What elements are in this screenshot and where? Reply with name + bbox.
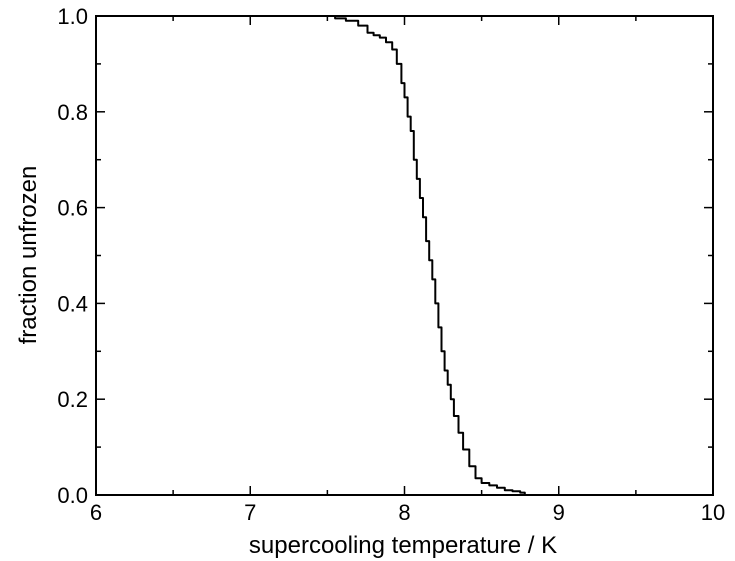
x-tick-label: 9 xyxy=(553,500,565,525)
y-axis-label: fraction unfrozen xyxy=(15,166,42,345)
x-tick-label: 8 xyxy=(398,500,410,525)
y-tick-label: 0.2 xyxy=(57,387,88,412)
x-tick-label: 10 xyxy=(701,500,725,525)
y-tick-label: 0.0 xyxy=(57,483,88,508)
y-tick-label: 0.8 xyxy=(57,100,88,125)
y-tick-label: 1.0 xyxy=(57,4,88,29)
x-tick-label: 6 xyxy=(90,500,102,525)
series-line-0 xyxy=(323,15,526,496)
y-tick-label: 0.6 xyxy=(57,196,88,221)
x-tick-label: 7 xyxy=(244,500,256,525)
x-axis-label: supercooling temperature / K xyxy=(249,532,557,559)
y-tick-label: 0.4 xyxy=(57,291,88,316)
